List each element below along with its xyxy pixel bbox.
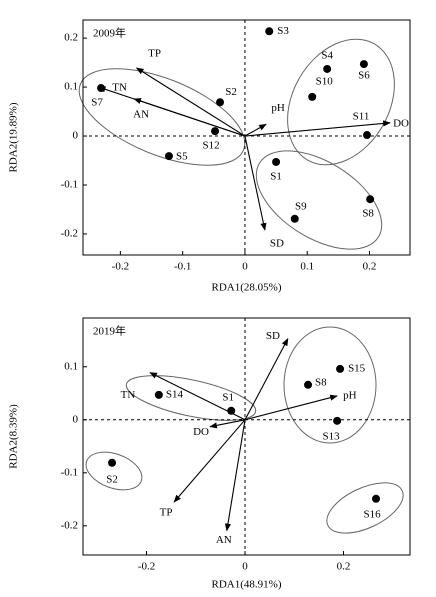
arrow-label: TN: [112, 82, 127, 94]
arrow-label: SD: [270, 238, 284, 250]
site-label: S11: [353, 111, 370, 123]
group-ellipse: [255, 150, 383, 250]
site-label: S16: [363, 508, 381, 520]
y-tick-label: -0.2: [61, 519, 78, 531]
x-tick-label: 0.2: [363, 261, 377, 273]
group-ellipse: [326, 482, 404, 534]
x-tick-label: 0: [242, 261, 248, 273]
loading-arrow: [244, 120, 391, 137]
site-label: S13: [323, 430, 341, 442]
y-tick-label: 0.2: [64, 32, 78, 44]
plot-frame: [82, 19, 411, 256]
y-tick-label: 0: [73, 413, 79, 425]
site-point: [333, 416, 342, 425]
arrow-label: DO: [393, 117, 409, 129]
loading-arrow: [244, 394, 338, 421]
site-point: [363, 131, 372, 140]
site-label: S6: [358, 70, 370, 82]
y-tick-label: 0.1: [64, 81, 78, 93]
site-label: S5: [176, 151, 188, 163]
y-tick-label: -0.2: [61, 227, 78, 239]
arrow-label: TN: [121, 389, 136, 401]
x-tick-label: 0.2: [337, 561, 351, 573]
loading-arrow: [244, 123, 267, 137]
arrow-label: AN: [133, 108, 149, 120]
group-ellipses: [78, 38, 404, 534]
site-label: S14: [166, 388, 184, 400]
x-tick-label: 0: [242, 561, 248, 573]
site-label: S8: [315, 376, 327, 388]
loading-arrow: [224, 419, 246, 532]
site-point: [265, 27, 274, 36]
site-label: S8: [362, 208, 374, 220]
x-axis-label: RDA1(28.05%): [212, 282, 282, 294]
site-point: [366, 195, 375, 204]
annotation: 2019年: [93, 324, 126, 338]
group-ellipse: [283, 326, 377, 444]
loading-arrow: [133, 98, 246, 137]
x-tick-label: -0.2: [112, 261, 129, 273]
arrow-label: TP: [148, 48, 161, 60]
x-tick-label: 0.1: [300, 261, 314, 273]
annotation: 2009年: [93, 26, 126, 40]
site-label: S9: [295, 200, 307, 212]
y-tick-label: -0.1: [61, 466, 78, 478]
site-label: S10: [316, 75, 334, 87]
y-axis-label: RDA2(8.39%): [8, 404, 20, 469]
site-point: [359, 60, 368, 69]
arrow-label: SD: [266, 330, 280, 342]
site-point: [211, 127, 220, 136]
site-point: [290, 214, 299, 223]
group-ellipse: [85, 451, 143, 491]
site-point: [272, 157, 281, 166]
site-point: [304, 380, 313, 389]
site-point: [108, 458, 117, 467]
site-label: S4: [321, 49, 333, 61]
group-ellipse: [287, 38, 395, 166]
loading-arrow: [209, 419, 246, 429]
site-point: [336, 364, 345, 373]
loading-arrow: [244, 337, 289, 421]
loading-arrow: [244, 135, 267, 231]
x-tick-label: -0.2: [138, 561, 155, 573]
site-point: [164, 152, 173, 161]
arrow-label: DO: [193, 426, 209, 438]
site-label: S7: [91, 97, 103, 109]
arrow-label: pH: [271, 102, 285, 114]
plot-frame: [82, 317, 411, 556]
x-axis-label: RDA1(48.91%): [212, 579, 282, 591]
group-ellipse: [125, 375, 257, 421]
arrow-label: AN: [216, 534, 232, 546]
site-label: S1: [222, 391, 234, 403]
site-point: [154, 390, 163, 399]
site-label: S2: [106, 473, 118, 485]
site-label: S2: [225, 86, 237, 98]
arrow-label: TP: [160, 507, 173, 519]
group-ellipse: [78, 68, 246, 166]
loading-arrow: [135, 67, 246, 137]
loading-arrow: [173, 419, 246, 503]
site-point: [323, 64, 332, 73]
y-tick-label: 0: [73, 130, 79, 142]
site-point: [227, 406, 236, 415]
site-point: [97, 84, 106, 93]
y-tick-label: -0.1: [61, 179, 78, 191]
site-label: S1: [270, 171, 282, 183]
y-tick-label: 0.1: [64, 360, 78, 372]
x-tick-label: -0.1: [174, 261, 191, 273]
site-label: S12: [202, 140, 219, 152]
y-axis-label: RDA2(19.89%): [8, 102, 20, 172]
arrow-label: pH: [343, 389, 357, 401]
site-point: [308, 92, 317, 101]
site-point: [216, 98, 225, 107]
site-label: S15: [348, 362, 366, 374]
site-point: [372, 494, 381, 503]
site-label: S3: [277, 25, 289, 37]
